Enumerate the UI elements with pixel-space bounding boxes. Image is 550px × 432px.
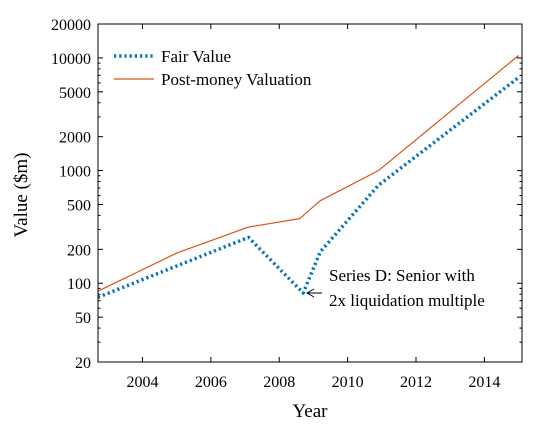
x-axis-label: Year xyxy=(292,401,328,422)
annotation-arrowhead xyxy=(305,288,315,298)
y-tick-label: 50 xyxy=(75,310,91,327)
annotation-line-2: 2x liquidation multiple xyxy=(329,291,485,310)
y-tick-label: 2000 xyxy=(59,130,91,147)
x-tick-label: 2008 xyxy=(263,374,295,391)
x-tick-label: 2010 xyxy=(332,374,364,391)
axes-box xyxy=(97,23,523,363)
plot-area xyxy=(97,55,520,299)
y-tick-label: 10000 xyxy=(51,51,91,68)
legend: Fair Value Post-money Valuation xyxy=(114,47,312,89)
series-line-post-money-valuation xyxy=(97,55,519,292)
y-axis-label: Value ($m) xyxy=(11,153,32,238)
y-tick-label: 200 xyxy=(67,242,91,259)
x-tick-label: 2006 xyxy=(195,374,227,391)
y-tick-label: 500 xyxy=(67,197,91,214)
y-tick-label: 100 xyxy=(67,276,91,293)
x-tick-label: 2004 xyxy=(126,374,158,391)
legend-label-post-money: Post-money Valuation xyxy=(161,70,312,89)
y-tick-label: 5000 xyxy=(59,85,91,102)
x-tick-label: 2014 xyxy=(468,374,500,391)
axes: 2004 2006 2008 2010 2012 2014 20 50 100 200 500 100… xyxy=(51,17,523,391)
series-line-fair-value xyxy=(97,76,520,299)
y-tick-label: 20000 xyxy=(51,17,91,34)
annotation-line-1: Series D: Senior with xyxy=(329,266,475,285)
y-tick-label: 1000 xyxy=(59,164,91,181)
legend-label-fair-value: Fair Value xyxy=(161,47,231,66)
x-tick-label: 2012 xyxy=(400,374,432,391)
y-tick-label: 20 xyxy=(75,355,91,372)
annotation: Series D: Senior with 2x liquidation mul… xyxy=(305,266,485,310)
